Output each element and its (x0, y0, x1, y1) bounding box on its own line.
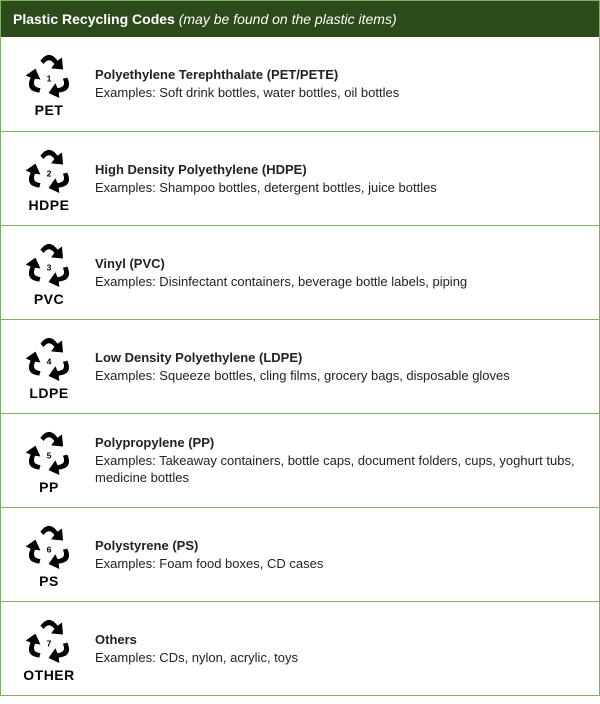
recycle-icon: 2 (22, 145, 76, 199)
recycle-icon: 7 (22, 615, 76, 669)
code-abbrev: OTHER (23, 667, 75, 683)
icon-cell: 6 PS (13, 521, 85, 589)
code-number: 6 (47, 544, 52, 554)
table-header: Plastic Recycling Codes (may be found on… (1, 1, 599, 37)
table-row: 6 PS Polystyrene (PS) Examples: Foam foo… (1, 507, 599, 601)
icon-cell: 5 PP (13, 427, 85, 495)
code-number: 5 (47, 450, 52, 460)
plastic-name: Polyethylene Terephthalate (PET/PETE) (95, 66, 587, 84)
plastic-name: Others (95, 631, 587, 649)
recycle-icon: 4 (22, 333, 76, 387)
icon-cell: 3 PVC (13, 239, 85, 307)
plastic-name: Vinyl (PVC) (95, 255, 587, 273)
plastic-examples: Examples: Soft drink bottles, water bott… (95, 84, 587, 102)
plastic-examples: Examples: CDs, nylon, acrylic, toys (95, 649, 587, 667)
code-abbrev: PVC (34, 291, 64, 307)
text-cell: Polyethylene Terephthalate (PET/PETE) Ex… (85, 66, 587, 101)
text-cell: Low Density Polyethylene (LDPE) Examples… (85, 349, 587, 384)
icon-cell: 1 PET (13, 50, 85, 118)
code-abbrev: PS (39, 573, 59, 589)
plastic-examples: Examples: Shampoo bottles, detergent bot… (95, 179, 587, 197)
plastic-name: Low Density Polyethylene (LDPE) (95, 349, 587, 367)
recycle-icon: 5 (22, 427, 76, 481)
icon-cell: 2 HDPE (13, 145, 85, 213)
table-row: 7 OTHER Others Examples: CDs, nylon, acr… (1, 601, 599, 695)
plastic-examples: Examples: Squeeze bottles, cling films, … (95, 367, 587, 385)
code-number: 7 (47, 638, 52, 648)
text-cell: Polystyrene (PS) Examples: Foam food box… (85, 537, 587, 572)
code-number: 2 (47, 168, 52, 178)
table-row: 4 LDPE Low Density Polyethylene (LDPE) E… (1, 319, 599, 413)
table-row: 5 PP Polypropylene (PP) Examples: Takeaw… (1, 413, 599, 507)
plastic-examples: Examples: Foam food boxes, CD cases (95, 555, 587, 573)
recycle-icon: 1 (22, 50, 76, 104)
plastic-examples: Examples: Takeaway containers, bottle ca… (95, 452, 587, 487)
text-cell: High Density Polyethylene (HDPE) Example… (85, 161, 587, 196)
code-abbrev: PP (39, 479, 59, 495)
text-cell: Vinyl (PVC) Examples: Disinfectant conta… (85, 255, 587, 290)
code-abbrev: PET (35, 102, 64, 118)
code-number: 1 (47, 73, 52, 83)
plastic-name: Polypropylene (PP) (95, 434, 587, 452)
header-subtitle: (may be found on the plastic items) (179, 11, 397, 27)
code-number: 4 (47, 356, 52, 366)
icon-cell: 7 OTHER (13, 615, 85, 683)
code-abbrev: HDPE (29, 197, 70, 213)
table-row: 3 PVC Vinyl (PVC) Examples: Disinfectant… (1, 225, 599, 319)
header-title: Plastic Recycling Codes (13, 11, 175, 27)
recycle-icon: 6 (22, 521, 76, 575)
plastic-examples: Examples: Disinfectant containers, bever… (95, 273, 587, 291)
code-abbrev: LDPE (29, 385, 68, 401)
plastic-name: Polystyrene (PS) (95, 537, 587, 555)
recycle-icon: 3 (22, 239, 76, 293)
icon-cell: 4 LDPE (13, 333, 85, 401)
table-row: 2 HDPE High Density Polyethylene (HDPE) … (1, 131, 599, 225)
text-cell: Others Examples: CDs, nylon, acrylic, to… (85, 631, 587, 666)
code-number: 3 (47, 262, 52, 272)
text-cell: Polypropylene (PP) Examples: Takeaway co… (85, 434, 587, 487)
table-row: 1 PET Polyethylene Terephthalate (PET/PE… (1, 37, 599, 131)
recycling-codes-table: Plastic Recycling Codes (may be found on… (0, 0, 600, 696)
plastic-name: High Density Polyethylene (HDPE) (95, 161, 587, 179)
